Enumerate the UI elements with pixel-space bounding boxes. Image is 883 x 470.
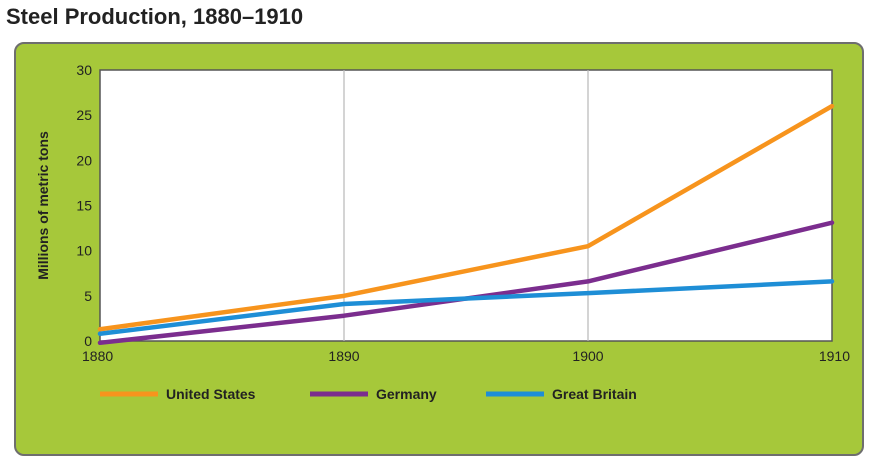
legend-label-united-states: United States [166,386,256,402]
series-line-united-states [97,103,835,332]
x-tick-label: 1900 [572,348,603,364]
legend-label-germany: Germany [376,386,437,402]
y-tick-label: 20 [76,152,92,168]
legend-label-great-britain: Great Britain [552,386,637,402]
x-tick-label: 1880 [82,348,113,364]
chart-title: Steel Production, 1880–1910 [6,4,304,29]
series-line-great-britain [97,279,835,337]
x-tick-label: 1910 [819,348,850,364]
y-tick-label: 15 [76,198,92,214]
x-axis-ticks: 1880 1890 1900 1910 [82,348,850,364]
legend: United States Germany Great Britain [100,386,637,402]
y-axis-label: Millions of metric tons [35,131,51,280]
plot-area [99,69,833,342]
y-tick-label: 25 [76,107,92,123]
y-tick-label: 5 [84,288,92,304]
y-axis-ticks: 0 5 10 15 20 25 30 [76,62,92,349]
y-tick-label: 10 [76,243,92,259]
x-tick-label: 1890 [328,348,359,364]
y-tick-label: 0 [84,333,92,349]
series-lines [97,103,835,346]
y-tick-label: 30 [76,62,92,78]
